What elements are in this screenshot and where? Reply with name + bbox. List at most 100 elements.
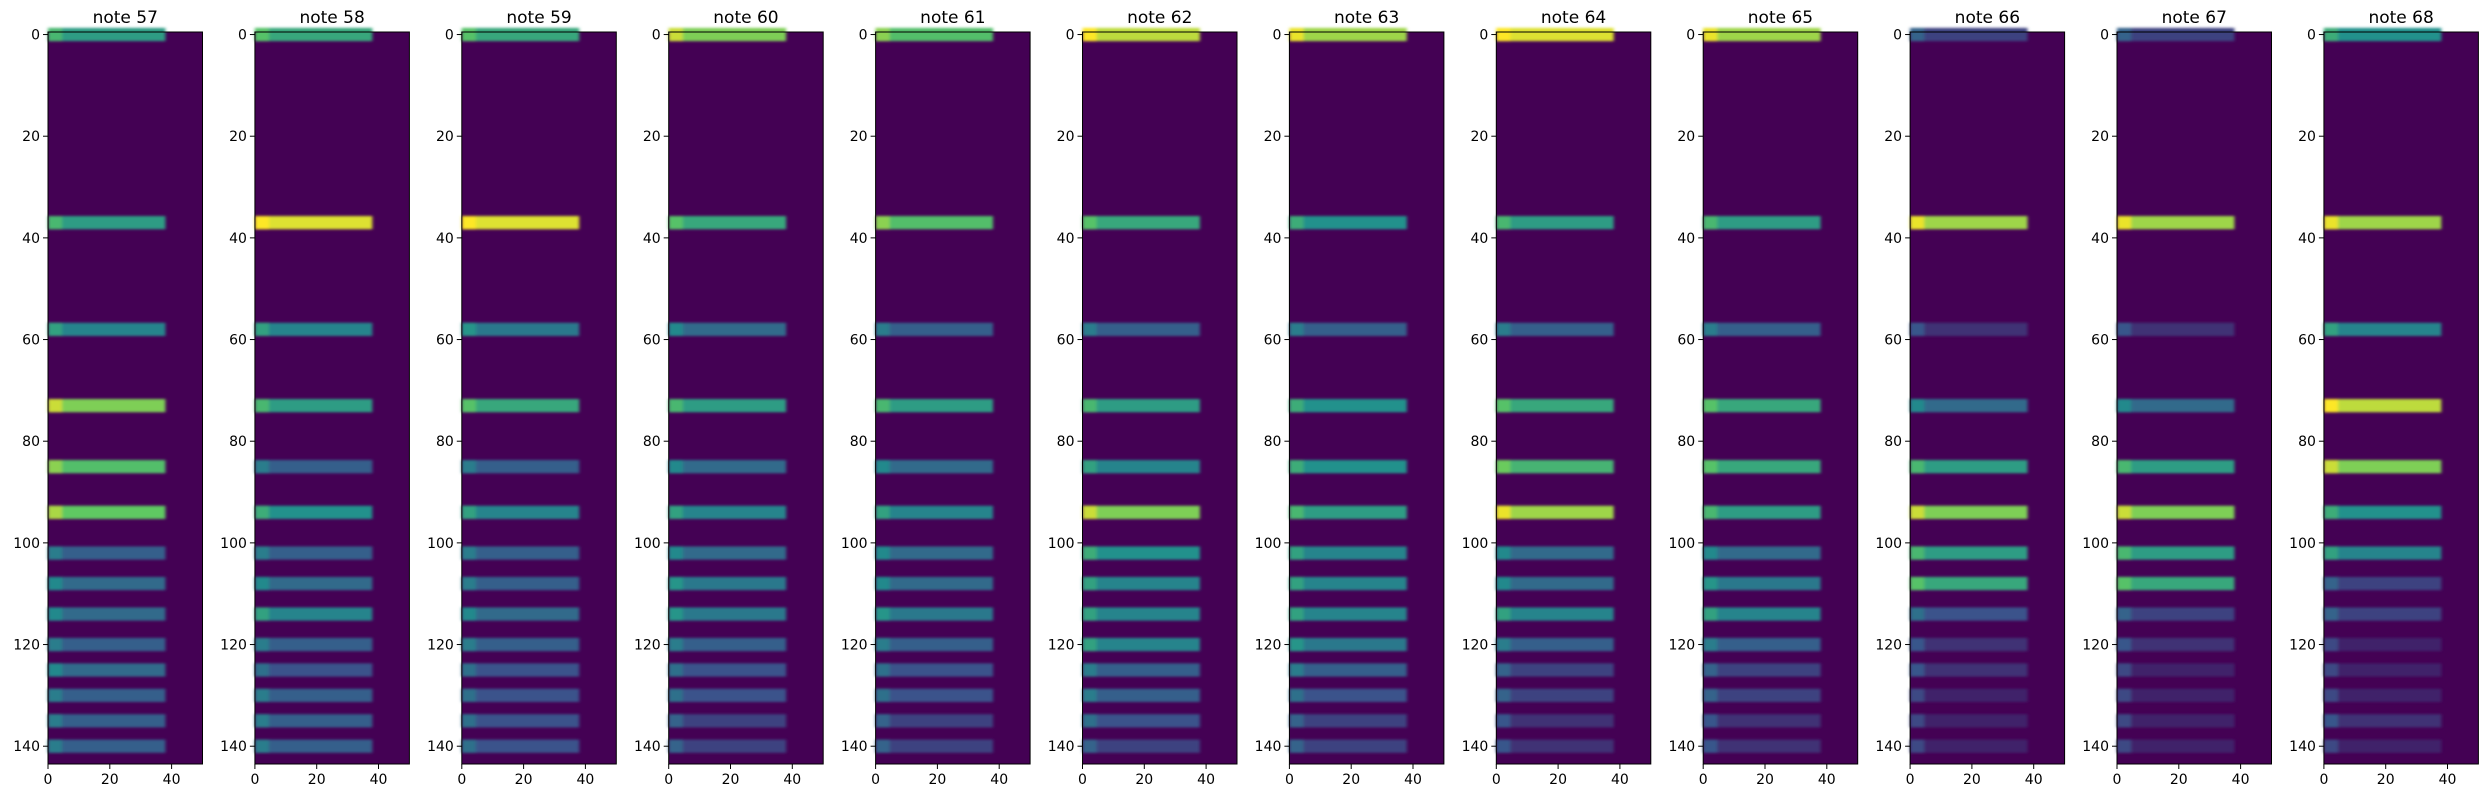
band-onset: [2323, 663, 2338, 677]
harmonic-band: [1496, 27, 1614, 42]
x-tick-label: 20: [2170, 772, 2188, 788]
band-onset: [461, 546, 476, 560]
harmonic-band: [254, 576, 373, 591]
x-tick-label: 0: [871, 772, 880, 788]
y-tick-label: 60: [22, 333, 40, 349]
band-onset: [2117, 322, 2132, 336]
band-onset: [1496, 576, 1511, 591]
harmonic-band: [1289, 27, 1407, 42]
y-tick-label: 60: [2091, 333, 2109, 349]
y-tick-label: 140: [841, 739, 868, 755]
harmonic-band: [1703, 714, 1821, 728]
band-onset: [1496, 27, 1511, 42]
band-onset: [48, 637, 63, 652]
band-onset: [1082, 216, 1097, 230]
harmonic-band: [2117, 546, 2235, 560]
harmonic-band: [1289, 505, 1407, 519]
y-tick-label: 20: [22, 129, 40, 145]
band-onset: [2117, 399, 2132, 413]
harmonic-band: [2323, 505, 2442, 519]
band-onset: [1496, 739, 1511, 753]
y-tick-label: 20: [643, 129, 661, 145]
band-onset: [48, 546, 63, 560]
harmonic-band: [2323, 688, 2442, 702]
band-onset: [668, 399, 683, 413]
y-tick-label: 140: [1875, 739, 1902, 755]
harmonic-band: [668, 714, 787, 728]
band-onset: [2323, 460, 2338, 474]
harmonic-band: [1703, 460, 1821, 474]
band-onset: [1496, 546, 1511, 560]
x-tick-label: 40: [1197, 772, 1215, 788]
band-onset: [875, 322, 890, 336]
band-onset: [1082, 399, 1097, 413]
band-onset: [1910, 688, 1925, 702]
harmonic-band: [1289, 460, 1407, 474]
y-tick-label: 140: [220, 739, 247, 755]
band-onset: [461, 607, 476, 621]
y-tick-label: 40: [1470, 231, 1488, 247]
panel-title: note 66: [1955, 8, 2020, 28]
harmonic-band: [1082, 322, 1200, 336]
heatmap-background: [48, 32, 203, 764]
harmonic-band: [1496, 546, 1614, 560]
band-onset: [461, 739, 476, 753]
harmonic-band: [1496, 576, 1614, 591]
harmonic-band: [1910, 714, 2028, 728]
harmonic-band: [1703, 663, 1821, 677]
harmonic-band: [2117, 505, 2235, 519]
y-tick-label: 100: [1462, 536, 1489, 552]
band-onset: [1703, 688, 1718, 702]
harmonic-band: [2117, 688, 2235, 702]
heatmap-background: [1910, 32, 2065, 764]
harmonic-band: [1703, 27, 1821, 42]
harmonic-band: [254, 27, 373, 42]
harmonic-band: [2117, 714, 2235, 728]
axes-frame: [668, 31, 824, 765]
harmonic-band: [2323, 399, 2442, 413]
x-tick-label: 40: [990, 772, 1008, 788]
y-tick-label: 0: [1893, 28, 1902, 44]
band-onset: [461, 27, 476, 42]
band-onset: [875, 27, 890, 42]
x-tick-label: 20: [2377, 772, 2395, 788]
harmonic-band: [1082, 216, 1200, 230]
band-onset: [668, 663, 683, 677]
panel-title: note 67: [2162, 8, 2227, 28]
x-tick-label: 0: [1492, 772, 1501, 788]
band-onset: [1289, 27, 1304, 42]
y-tick-label: 20: [850, 129, 868, 145]
harmonic-band: [668, 576, 787, 591]
harmonic-band: [461, 576, 580, 591]
harmonic-band: [1910, 576, 2028, 591]
axes-frame: [254, 31, 410, 765]
harmonic-band: [875, 27, 994, 42]
harmonic-band: [254, 546, 373, 560]
band-onset: [461, 322, 476, 336]
harmonic-band: [2323, 27, 2442, 42]
band-onset: [668, 27, 683, 42]
band-onset: [668, 546, 683, 560]
band-onset: [1910, 739, 1925, 753]
band-onset: [2323, 322, 2338, 336]
harmonic-band: [1703, 546, 1821, 560]
harmonic-band: [875, 607, 994, 621]
band-onset: [48, 505, 63, 519]
x-tick-label: 20: [722, 772, 740, 788]
y-tick-label: 100: [220, 536, 247, 552]
y-tick-label: 100: [634, 536, 661, 552]
harmonic-band: [875, 505, 994, 519]
band-onset: [668, 460, 683, 474]
harmonic-band: [1082, 688, 1200, 702]
y-tick-label: 0: [1272, 28, 1281, 44]
harmonic-band: [2323, 216, 2442, 230]
x-tick-label: 20: [1135, 772, 1153, 788]
y-tick-label: 120: [1255, 638, 1282, 654]
y-tick-label: 20: [2091, 129, 2109, 145]
harmonic-band: [254, 216, 373, 230]
harmonic-band: [1289, 663, 1407, 677]
harmonic-band: [875, 322, 994, 336]
x-tick-label: 20: [101, 772, 119, 788]
harmonic-band: [2323, 576, 2442, 591]
harmonic-band: [2117, 576, 2235, 591]
